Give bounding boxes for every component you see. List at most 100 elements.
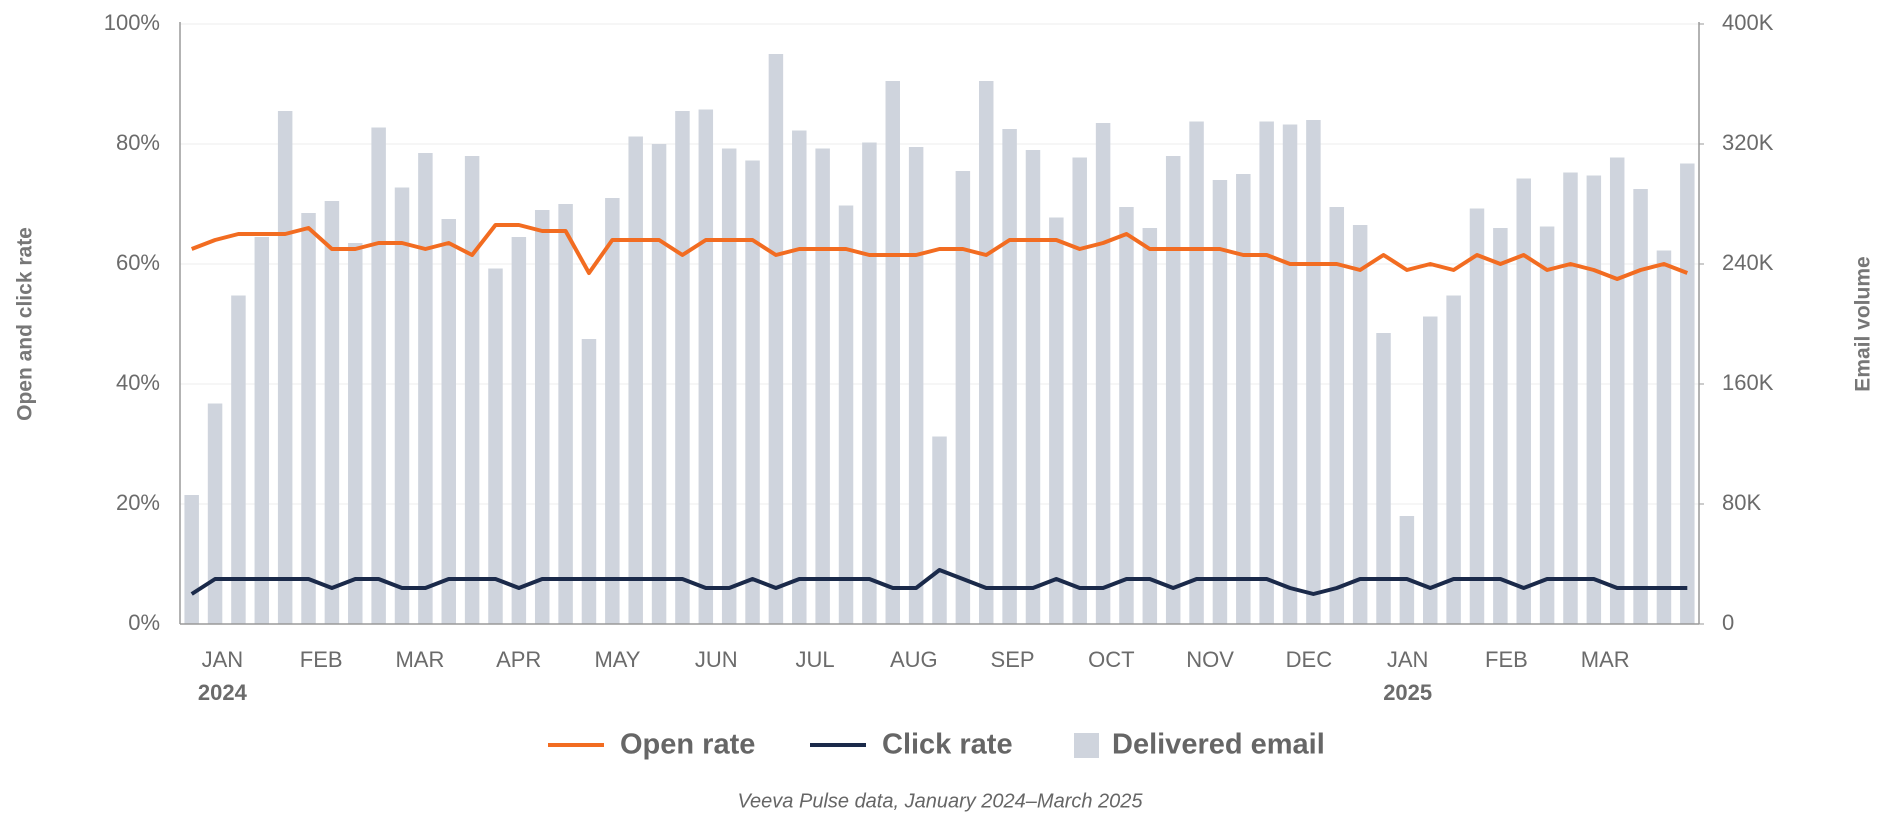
- x-tick-label: MAR: [1581, 647, 1630, 672]
- bar: [1539, 226, 1555, 624]
- y-tick-label: 0%: [128, 610, 160, 635]
- bar: [1680, 163, 1695, 624]
- bar: [651, 144, 667, 624]
- bar: [184, 495, 199, 624]
- x-year-label: 2024: [198, 680, 248, 705]
- y-tick-label: 80%: [116, 130, 160, 155]
- y2-tick-label: 400K: [1722, 10, 1774, 35]
- bar: [1563, 172, 1578, 624]
- bar: [1025, 150, 1041, 624]
- bar: [698, 109, 714, 624]
- legend-swatch: [1074, 733, 1099, 758]
- bar: [1423, 316, 1438, 624]
- bar: [675, 111, 690, 624]
- bar: [324, 201, 340, 624]
- y-tick-label: 100%: [104, 10, 160, 35]
- y-tick-label: 20%: [116, 490, 160, 515]
- bar: [1446, 295, 1461, 624]
- bar: [1236, 174, 1251, 624]
- y-axis-title: Open and click rate: [14, 227, 37, 421]
- bar: [605, 198, 620, 624]
- bar: [1165, 156, 1181, 624]
- legend-label: Open rate: [620, 729, 755, 761]
- bar: [207, 403, 223, 624]
- x-tick-label: DEC: [1286, 647, 1333, 672]
- x-tick-label: JAN: [202, 647, 244, 672]
- bar: [1609, 157, 1625, 624]
- bar: [908, 147, 924, 624]
- bar: [1493, 228, 1508, 624]
- bar: [1516, 178, 1531, 624]
- line: [190, 223, 1689, 281]
- y2-tick-label: 320K: [1722, 130, 1774, 155]
- bar: [534, 210, 550, 624]
- bar: [1306, 120, 1321, 624]
- x-tick-label: MAY: [594, 647, 640, 672]
- bar: [1259, 121, 1274, 624]
- bar: [721, 148, 737, 624]
- bar: [1095, 123, 1111, 624]
- line: [190, 568, 1688, 596]
- x-tick-label: FEB: [300, 647, 343, 672]
- bar: [231, 295, 246, 624]
- source-note: Veeva Pulse data, January 2024–March 202…: [737, 790, 1143, 812]
- x-tick-label: APR: [496, 647, 541, 672]
- bar: [1282, 124, 1298, 624]
- bar: [1633, 189, 1648, 624]
- bar: [371, 127, 386, 624]
- bar: [1376, 333, 1391, 624]
- x-tick-label: JUL: [795, 647, 834, 672]
- bar: [348, 243, 363, 624]
- bar: [1352, 225, 1368, 624]
- bar: [1072, 157, 1087, 624]
- bar: [745, 160, 760, 624]
- bar: [1212, 180, 1228, 624]
- bar: [1189, 121, 1204, 624]
- bar: [1329, 207, 1345, 624]
- legend-label: Click rate: [882, 729, 1013, 761]
- bar: [581, 339, 597, 624]
- bar: [301, 213, 316, 624]
- bar: [932, 436, 947, 624]
- y2-tick-label: 160K: [1722, 370, 1774, 395]
- y-tick-label: 40%: [116, 370, 160, 395]
- y2-tick-label: 80K: [1722, 490, 1761, 515]
- bar: [792, 130, 807, 624]
- bar: [955, 171, 971, 624]
- bar: [862, 142, 877, 624]
- bar: [815, 148, 830, 624]
- bar: [1049, 217, 1064, 624]
- x-tick-label: JUN: [695, 647, 738, 672]
- bar: [254, 237, 270, 624]
- y-tick-label: 60%: [116, 250, 160, 275]
- x-tick-label: MAR: [395, 647, 444, 672]
- bar: [1002, 129, 1017, 624]
- bar: [394, 187, 410, 624]
- bar: [1142, 228, 1158, 624]
- bar: [464, 156, 480, 624]
- bar: [1586, 175, 1602, 624]
- x-tick-label: JAN: [1387, 647, 1429, 672]
- x-tick-label: SEP: [991, 647, 1035, 672]
- bar: [558, 204, 573, 624]
- bar: [838, 205, 854, 624]
- bar: [1656, 250, 1672, 624]
- x-year-label: 2025: [1383, 680, 1432, 705]
- x-tick-label: NOV: [1186, 647, 1234, 672]
- x-tick-label: AUG: [890, 647, 938, 672]
- bar: [488, 268, 503, 624]
- bar: [768, 54, 784, 624]
- bar: [1399, 516, 1415, 624]
- x-tick-label: FEB: [1485, 647, 1528, 672]
- bar: [978, 81, 994, 624]
- bar: [441, 219, 456, 624]
- bar: [628, 136, 643, 624]
- y2-tick-label: 240K: [1722, 250, 1774, 275]
- bar: [1119, 207, 1134, 624]
- y2-axis-title: Email volume: [1852, 256, 1875, 391]
- bar: [511, 237, 527, 624]
- bar: [277, 111, 293, 624]
- bar: [1469, 208, 1485, 624]
- bar: [418, 153, 433, 624]
